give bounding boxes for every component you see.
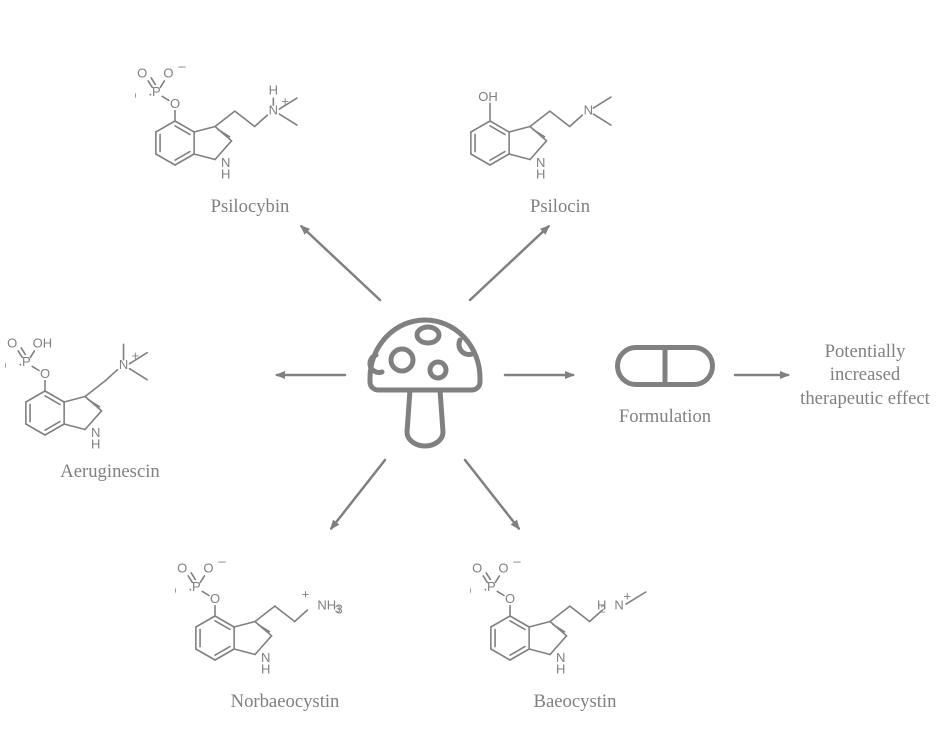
mushroom-icon: [360, 300, 490, 450]
svg-text:OH: OH: [33, 335, 53, 350]
svg-text:O: O: [163, 65, 173, 80]
label-outcome: Potentially increased therapeutic effect: [790, 340, 940, 410]
label-baeocystin: Baeocystin: [475, 690, 675, 713]
svg-text:P: P: [487, 579, 496, 594]
svg-text:+: +: [281, 94, 289, 109]
svg-text:H: H: [269, 83, 278, 98]
capsule-icon: [615, 345, 715, 387]
svg-text:P: P: [152, 84, 161, 99]
label-psilocin: Psilocin: [460, 195, 660, 218]
svg-text:+: +: [302, 587, 310, 602]
svg-text:H: H: [221, 167, 230, 182]
svg-text:O: O: [203, 560, 213, 575]
svg-text:–: –: [218, 553, 226, 568]
svg-text:NH: NH: [317, 598, 336, 613]
svg-text:OH: OH: [478, 89, 498, 104]
svg-text:O: O: [170, 96, 180, 111]
svg-text:HO: HO: [5, 358, 7, 373]
svg-text:P: P: [22, 354, 31, 369]
svg-text:O: O: [210, 591, 220, 606]
svg-text:P: P: [192, 579, 201, 594]
svg-text:HO: HO: [175, 583, 177, 598]
svg-text:N: N: [269, 103, 278, 118]
svg-text:H: H: [556, 662, 565, 677]
molecule-psilocybin: NHN+HOPOO–HO: [135, 15, 375, 190]
svg-text:N: N: [119, 357, 128, 372]
label-aeruginescin: Aeruginescin: [10, 460, 210, 483]
label-psilocybin: Psilocybin: [150, 195, 350, 218]
svg-text:–: –: [513, 553, 521, 568]
svg-text:N: N: [584, 103, 593, 118]
svg-text:H: H: [91, 437, 100, 452]
svg-text:H: H: [536, 167, 545, 182]
molecule-norbaeocystin: NHNH33+OPOO–HO: [175, 510, 405, 685]
svg-text:O: O: [7, 335, 17, 350]
molecule-baeocystin: NHH2N+OPOO–HO: [470, 510, 710, 685]
svg-text:H: H: [261, 662, 270, 677]
svg-text:–: –: [178, 58, 186, 73]
svg-text:O: O: [137, 65, 147, 80]
svg-text:3: 3: [335, 605, 340, 616]
label-formulation: Formulation: [575, 405, 755, 428]
molecule-aeruginescin: NHN+OPOOHHO: [5, 285, 255, 460]
svg-text:HO: HO: [135, 88, 137, 103]
svg-text:N: N: [614, 598, 623, 613]
svg-text:O: O: [505, 591, 515, 606]
svg-text:HO: HO: [470, 583, 472, 598]
svg-text:2: 2: [600, 605, 605, 616]
svg-text:O: O: [40, 366, 50, 381]
svg-text:O: O: [472, 560, 482, 575]
molecule-psilocin: NHNOH: [450, 15, 670, 190]
diagram-stage: NHN+HOPOO–HO NHNOH NHN+OPOOHHO NHNH33+OP…: [0, 0, 943, 729]
svg-text:O: O: [498, 560, 508, 575]
svg-text:O: O: [177, 560, 187, 575]
svg-text:+: +: [132, 348, 140, 363]
label-norbaeocystin: Norbaeocystin: [175, 690, 395, 713]
svg-text:+: +: [623, 589, 631, 604]
